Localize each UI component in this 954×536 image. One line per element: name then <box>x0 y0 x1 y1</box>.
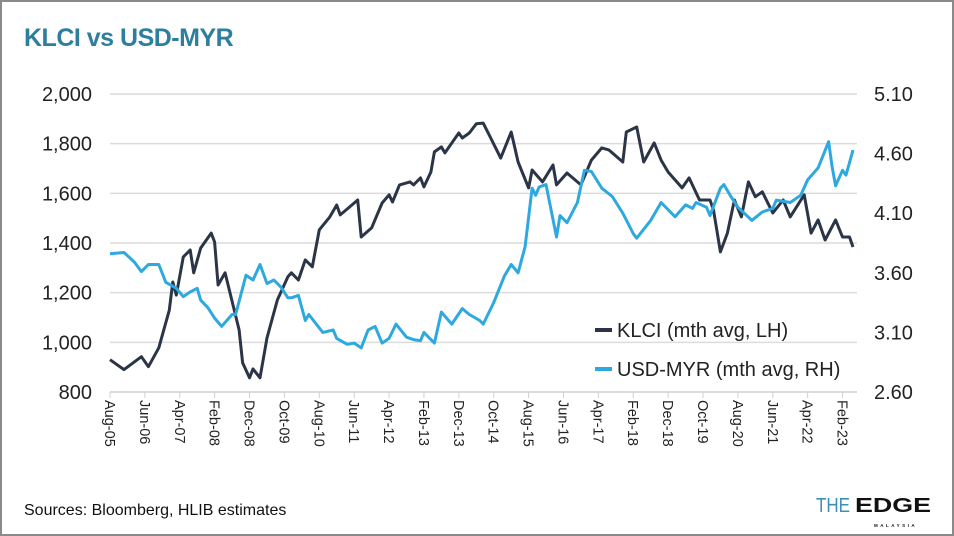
x-tick-label: Apr-22 <box>799 400 815 444</box>
x-tick-label: Oct-14 <box>485 400 501 444</box>
x-tick-label: Jun-16 <box>554 400 570 444</box>
x-tick-label: Jun-11 <box>345 400 361 443</box>
y-right-tick-label: 3.10 <box>874 322 913 344</box>
x-tick-label: Aug-15 <box>520 400 536 447</box>
x-tick-label: Apr-12 <box>380 400 396 444</box>
y-left-tick-label: 1,800 <box>42 134 92 156</box>
x-tick-label: Oct-09 <box>275 400 291 444</box>
x-tick-label: Dec-18 <box>659 400 675 447</box>
x-tick-label: Feb-13 <box>415 400 431 446</box>
series-klci <box>109 121 855 380</box>
y-right-tick-label: 5.10 <box>874 84 913 106</box>
x-tick-label: Aug-20 <box>729 400 745 447</box>
y-left-tick-label: 800 <box>59 382 92 404</box>
y-left-tick-label: 1,000 <box>42 332 92 354</box>
series-usd-myr <box>109 140 855 350</box>
y-left-tick-label: 1,600 <box>42 183 92 205</box>
legend-label: KLCI (mth avg, LH) <box>617 320 788 342</box>
y-right-tick-label: 4.60 <box>874 144 913 166</box>
chart-title: KLCI vs USD-MYR <box>24 24 234 52</box>
y-left-tick-label: 1,200 <box>42 283 92 305</box>
svg-text:EDGE: EDGE <box>855 495 931 517</box>
y-right-tick-label: 2.60 <box>874 382 913 404</box>
y-right-tick-label: 3.60 <box>874 263 913 285</box>
y-left-tick-label: 2,000 <box>42 84 92 106</box>
x-tick-label: Jun-06 <box>136 400 152 444</box>
x-tick-label: Feb-23 <box>834 400 850 446</box>
x-tick-label: Oct-19 <box>694 400 710 444</box>
svg-text:MALAYSIA: MALAYSIA <box>874 523 917 528</box>
x-tick-label: Aug-10 <box>310 400 326 447</box>
svg-text:THE: THE <box>816 495 850 517</box>
x-tick-label: Dec-08 <box>241 400 257 447</box>
x-tick-label: Feb-18 <box>624 400 640 446</box>
source-note: Sources: Bloomberg, HLIB estimates <box>24 502 287 519</box>
x-tick-label: Feb-08 <box>206 400 222 446</box>
series-line <box>109 140 855 350</box>
legend-label: USD-MYR (mth avg, RH) <box>617 359 840 381</box>
x-tick-label: Aug-05 <box>101 400 117 447</box>
y-left-tick-label: 1,400 <box>42 233 92 255</box>
x-tick-label: Dec-13 <box>450 400 466 447</box>
the-edge-logo: THE EDGE MALAYSIA <box>816 495 931 528</box>
x-tick-label: Jun-21 <box>764 400 780 444</box>
y-right-tick-label: 4.10 <box>874 203 913 225</box>
x-tick-label: Apr-17 <box>589 400 605 444</box>
x-tick-label: Apr-07 <box>171 400 187 444</box>
